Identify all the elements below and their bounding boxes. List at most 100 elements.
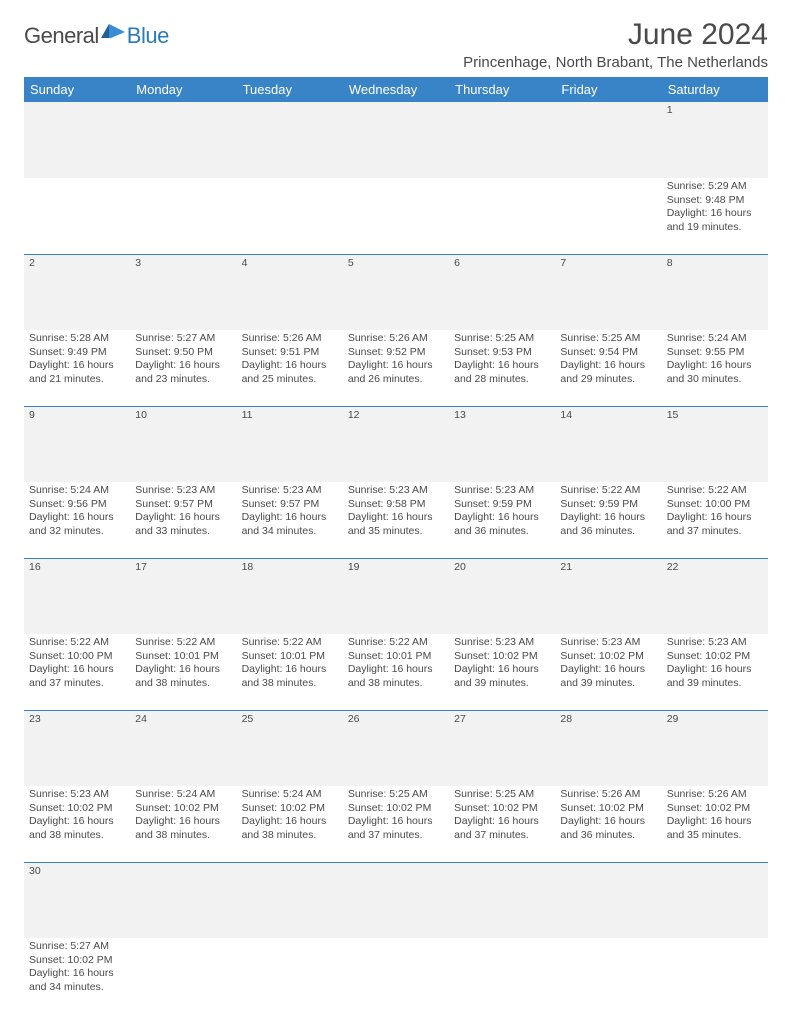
- day-detail-cell: Sunrise: 5:23 AMSunset: 9:58 PMDaylight:…: [343, 482, 449, 558]
- day-detail-cell: [24, 178, 130, 254]
- day-detail-cell: Sunrise: 5:26 AMSunset: 10:02 PMDaylight…: [662, 786, 768, 862]
- day-detail-cell: [449, 178, 555, 254]
- weekday-header: Monday: [130, 77, 236, 102]
- day-number-cell: [449, 862, 555, 938]
- day-number-cell: [343, 102, 449, 178]
- detail-row: Sunrise: 5:22 AMSunset: 10:00 PMDaylight…: [24, 634, 768, 710]
- day-number-cell: 14: [555, 406, 661, 482]
- day-detail-cell: [130, 938, 236, 1014]
- day-number-cell: 28: [555, 710, 661, 786]
- day-number-cell: 8: [662, 254, 768, 330]
- day-detail-cell: Sunrise: 5:25 AMSunset: 9:54 PMDaylight:…: [555, 330, 661, 406]
- day-number-cell: [130, 862, 236, 938]
- day-number-cell: 6: [449, 254, 555, 330]
- daynum-row: 2345678: [24, 254, 768, 330]
- day-number-cell: 5: [343, 254, 449, 330]
- day-number-cell: 9: [24, 406, 130, 482]
- weekday-header-row: Sunday Monday Tuesday Wednesday Thursday…: [24, 77, 768, 102]
- detail-row: Sunrise: 5:23 AMSunset: 10:02 PMDaylight…: [24, 786, 768, 862]
- day-detail-cell: Sunrise: 5:23 AMSunset: 9:59 PMDaylight:…: [449, 482, 555, 558]
- daynum-row: 9101112131415: [24, 406, 768, 482]
- logo-text-blue: Blue: [127, 23, 169, 49]
- day-number-cell: 1: [662, 102, 768, 178]
- day-number-cell: [555, 862, 661, 938]
- header: General Blue June 2024 Princenhage, Nort…: [24, 18, 768, 71]
- day-detail-cell: Sunrise: 5:23 AMSunset: 10:02 PMDaylight…: [662, 634, 768, 710]
- day-number-cell: 30: [24, 862, 130, 938]
- day-number-cell: [449, 102, 555, 178]
- day-detail-cell: Sunrise: 5:23 AMSunset: 10:02 PMDaylight…: [555, 634, 661, 710]
- day-detail-cell: [237, 938, 343, 1014]
- day-number-cell: 12: [343, 406, 449, 482]
- weekday-header: Friday: [555, 77, 661, 102]
- calendar-table: Sunday Monday Tuesday Wednesday Thursday…: [24, 77, 768, 1014]
- day-number-cell: 23: [24, 710, 130, 786]
- weekday-header: Thursday: [449, 77, 555, 102]
- day-number-cell: 19: [343, 558, 449, 634]
- day-number-cell: 21: [555, 558, 661, 634]
- day-detail-cell: Sunrise: 5:22 AMSunset: 10:01 PMDaylight…: [237, 634, 343, 710]
- title-block: June 2024 Princenhage, North Brabant, Th…: [463, 18, 768, 71]
- day-detail-cell: Sunrise: 5:23 AMSunset: 9:57 PMDaylight:…: [237, 482, 343, 558]
- day-number-cell: 26: [343, 710, 449, 786]
- logo-text-general: General: [24, 23, 99, 49]
- day-detail-cell: Sunrise: 5:22 AMSunset: 10:01 PMDaylight…: [343, 634, 449, 710]
- day-detail-cell: [343, 178, 449, 254]
- day-detail-cell: Sunrise: 5:22 AMSunset: 9:59 PMDaylight:…: [555, 482, 661, 558]
- day-number-cell: [662, 862, 768, 938]
- day-detail-cell: Sunrise: 5:23 AMSunset: 9:57 PMDaylight:…: [130, 482, 236, 558]
- daynum-row: 1: [24, 102, 768, 178]
- day-detail-cell: Sunrise: 5:27 AMSunset: 9:50 PMDaylight:…: [130, 330, 236, 406]
- day-detail-cell: [237, 178, 343, 254]
- day-detail-cell: [449, 938, 555, 1014]
- day-number-cell: [237, 102, 343, 178]
- day-detail-cell: Sunrise: 5:26 AMSunset: 10:02 PMDaylight…: [555, 786, 661, 862]
- daynum-row: 23242526272829: [24, 710, 768, 786]
- day-detail-cell: [555, 938, 661, 1014]
- detail-row: Sunrise: 5:27 AMSunset: 10:02 PMDaylight…: [24, 938, 768, 1014]
- day-detail-cell: Sunrise: 5:26 AMSunset: 9:52 PMDaylight:…: [343, 330, 449, 406]
- day-number-cell: 3: [130, 254, 236, 330]
- day-detail-cell: Sunrise: 5:24 AMSunset: 9:55 PMDaylight:…: [662, 330, 768, 406]
- day-number-cell: [24, 102, 130, 178]
- page-title: June 2024: [463, 18, 768, 52]
- day-number-cell: [343, 862, 449, 938]
- weekday-header: Sunday: [24, 77, 130, 102]
- day-number-cell: 16: [24, 558, 130, 634]
- day-detail-cell: [662, 938, 768, 1014]
- day-detail-cell: Sunrise: 5:22 AMSunset: 10:00 PMDaylight…: [662, 482, 768, 558]
- weekday-header: Saturday: [662, 77, 768, 102]
- daynum-row: 16171819202122: [24, 558, 768, 634]
- day-number-cell: [130, 102, 236, 178]
- day-number-cell: 17: [130, 558, 236, 634]
- detail-row: Sunrise: 5:24 AMSunset: 9:56 PMDaylight:…: [24, 482, 768, 558]
- day-number-cell: 25: [237, 710, 343, 786]
- day-detail-cell: Sunrise: 5:24 AMSunset: 9:56 PMDaylight:…: [24, 482, 130, 558]
- day-detail-cell: Sunrise: 5:27 AMSunset: 10:02 PMDaylight…: [24, 938, 130, 1014]
- day-detail-cell: [555, 178, 661, 254]
- weekday-header: Wednesday: [343, 77, 449, 102]
- day-number-cell: 7: [555, 254, 661, 330]
- day-number-cell: 11: [237, 406, 343, 482]
- day-number-cell: 27: [449, 710, 555, 786]
- day-number-cell: 4: [237, 254, 343, 330]
- day-detail-cell: Sunrise: 5:22 AMSunset: 10:00 PMDaylight…: [24, 634, 130, 710]
- weekday-header: Tuesday: [237, 77, 343, 102]
- day-detail-cell: Sunrise: 5:25 AMSunset: 10:02 PMDaylight…: [449, 786, 555, 862]
- day-number-cell: 22: [662, 558, 768, 634]
- flag-icon: [101, 22, 127, 43]
- day-detail-cell: Sunrise: 5:22 AMSunset: 10:01 PMDaylight…: [130, 634, 236, 710]
- day-detail-cell: Sunrise: 5:29 AMSunset: 9:48 PMDaylight:…: [662, 178, 768, 254]
- day-number-cell: 10: [130, 406, 236, 482]
- day-detail-cell: Sunrise: 5:24 AMSunset: 10:02 PMDaylight…: [130, 786, 236, 862]
- day-number-cell: 13: [449, 406, 555, 482]
- page-subtitle: Princenhage, North Brabant, The Netherla…: [463, 54, 768, 71]
- detail-row: Sunrise: 5:28 AMSunset: 9:49 PMDaylight:…: [24, 330, 768, 406]
- day-number-cell: 24: [130, 710, 236, 786]
- day-number-cell: 29: [662, 710, 768, 786]
- day-number-cell: [555, 102, 661, 178]
- daynum-row: 30: [24, 862, 768, 938]
- logo: General Blue: [24, 22, 169, 49]
- detail-row: Sunrise: 5:29 AMSunset: 9:48 PMDaylight:…: [24, 178, 768, 254]
- day-number-cell: 20: [449, 558, 555, 634]
